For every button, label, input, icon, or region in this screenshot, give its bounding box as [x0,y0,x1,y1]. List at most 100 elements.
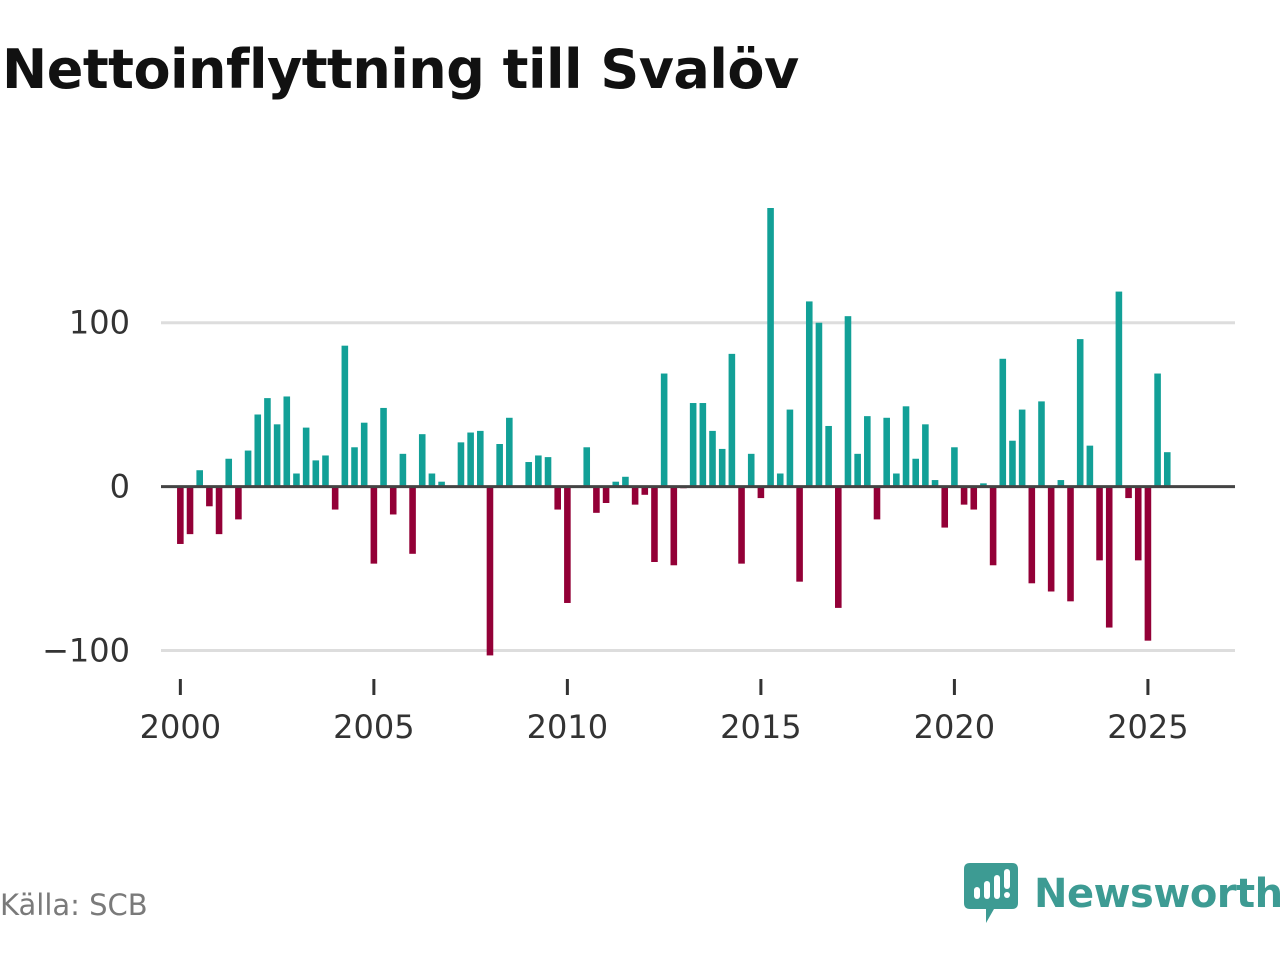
x-tick-label: 2000 [140,708,221,746]
bar [593,486,600,513]
bar [622,476,629,487]
bar [660,373,668,487]
bar [805,301,813,487]
bar [902,406,910,487]
chart-title: Nettoinflyttning till Svalöv [2,38,799,101]
bar [360,422,368,487]
bar [438,481,445,487]
bar [235,486,242,520]
bar [525,462,532,487]
bar [1125,486,1132,499]
bar [951,447,958,487]
brand-logo[interactable]: Newsworthy [964,862,1280,926]
bar [418,434,426,487]
bar [941,486,949,528]
bar [815,322,823,487]
bar [496,444,503,487]
bar [535,455,542,487]
bar [380,407,387,487]
bar [477,430,484,487]
y-gridlines [161,321,1235,652]
bar [506,417,513,487]
bar [864,416,871,487]
bar [796,486,803,582]
source-label: Källa: SCB [0,888,148,922]
bar [544,457,552,487]
bar [1009,440,1016,487]
bar [757,486,765,499]
x-axis: 2000 2005 2010 2015 2020 2025 [140,679,1189,746]
bar [1038,401,1045,487]
newsworthy-logo-icon [964,863,1018,923]
bar [186,486,194,535]
bar [747,453,755,487]
x-tick-label: 2020 [914,708,995,746]
bar [1163,452,1171,487]
bar [922,424,929,487]
bar [196,470,203,487]
bar [351,447,358,487]
bar [389,486,397,515]
bar [631,486,639,505]
bar [331,486,339,510]
y-tick-label: 100 [69,304,130,342]
bar [273,424,281,487]
bar [1018,409,1026,487]
bar [999,358,1007,487]
bar [651,486,658,562]
bar [1154,373,1161,487]
y-axis: 100 0 −100 [42,304,130,670]
x-tick-label: 2010 [527,708,608,746]
bar [1115,291,1123,487]
bar [1057,480,1065,487]
y-tick-label: −100 [42,632,130,670]
bar [312,460,320,487]
bar [283,396,291,487]
bar [1028,486,1036,584]
x-tick-label: 2005 [333,708,414,746]
bar [689,403,697,487]
x-tick-label: 2025 [1107,708,1188,746]
bar [873,486,881,520]
bar [767,208,774,487]
bar [602,486,610,503]
bar [409,486,416,554]
bar [844,316,852,487]
bar [728,353,736,487]
bar [786,409,794,487]
bar [206,486,213,507]
bar [1134,486,1142,561]
bar [835,486,842,608]
bar [583,447,591,487]
bar [428,473,436,487]
bar [931,480,939,487]
bar [1105,486,1113,628]
bar [612,481,620,487]
bar [1144,486,1152,641]
bar [215,486,223,535]
bar [225,458,233,487]
bar [264,398,271,487]
bar [302,427,310,487]
bar [293,473,300,487]
bar [399,453,407,487]
bar [341,345,349,487]
bar [699,403,707,487]
bar [1067,486,1074,602]
bar [467,432,474,487]
bar [486,486,494,656]
bar [564,486,571,603]
bar [1096,486,1103,561]
bar [854,453,861,487]
bar [177,486,184,544]
bar [912,458,919,487]
bar [1076,339,1084,487]
bar [1086,445,1094,487]
x-tick-label: 2015 [720,708,801,746]
bar [989,486,997,566]
y-tick-label: 0 [110,468,130,506]
bar [980,483,987,487]
bar [1047,486,1055,592]
bar [554,486,561,510]
bar [370,486,378,564]
